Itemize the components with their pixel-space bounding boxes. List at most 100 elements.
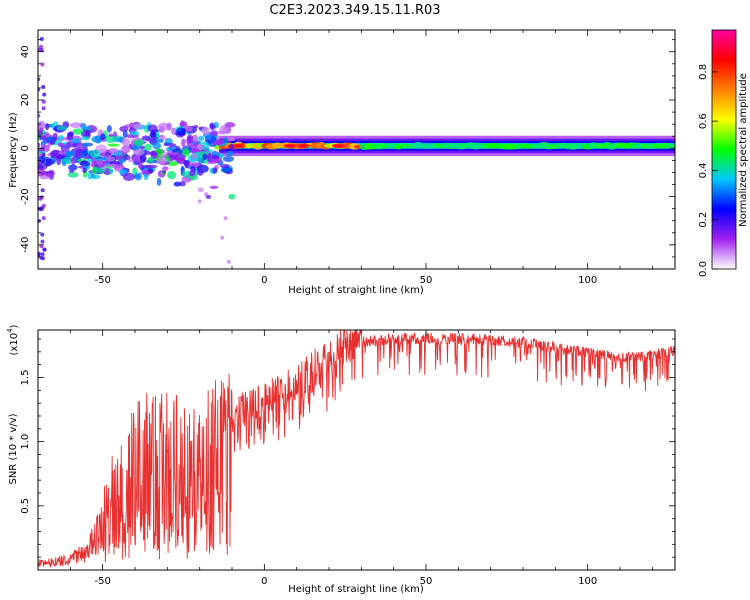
x-tick-label: 100 (578, 576, 597, 587)
figure-title: C2E3.2023.349.15.11.R03 (269, 3, 440, 18)
snr-multiplier-exp: 4 (6, 328, 14, 333)
spectral-blob (221, 166, 233, 174)
spectral-blob (45, 136, 55, 143)
spectral-blob (106, 156, 116, 162)
spectral-blob (72, 128, 84, 135)
x-tick-label: 50 (420, 576, 433, 587)
spectral-blob (93, 159, 106, 169)
spectral-blob (80, 160, 88, 164)
colorbar: 0.0 0.2 0.4 0.6 0.8 Normalized spectral ampl… (698, 29, 749, 277)
x-tick-label: 50 (420, 275, 433, 286)
spectral-blob (165, 147, 172, 152)
faint-blob (226, 259, 231, 264)
spectral-blob (44, 158, 53, 167)
spectral-blob (106, 163, 117, 168)
spectral-blob (189, 170, 196, 177)
colorbar-label: Normalized spectral amplitude (738, 73, 749, 227)
spectrogram-frame (37, 29, 676, 270)
spectral-blob (156, 177, 162, 186)
y-tick-label: 1.0 (20, 434, 31, 450)
spectral-blob (107, 143, 120, 147)
edge-blob (38, 196, 43, 201)
spectral-blob (108, 133, 114, 137)
spectral-blob (90, 174, 101, 180)
colorbar-ticks: 0.0 0.2 0.4 0.6 0.8 (698, 64, 718, 277)
spectral-blob (75, 149, 82, 158)
spectral-blob (108, 169, 114, 173)
spectral-blob (198, 135, 205, 142)
spectral-blob (121, 144, 131, 154)
spectral-blob (158, 122, 170, 131)
edge-blob (39, 136, 44, 141)
faint-blob (220, 235, 225, 240)
spectral-blob (156, 156, 167, 165)
spectral-blob (68, 164, 78, 171)
ridge-peak-core (234, 144, 243, 148)
spectral-blob (152, 142, 162, 150)
spectral-blob (67, 172, 79, 178)
ridge-peak-core (286, 144, 295, 148)
spectral-blob (91, 135, 102, 143)
colorbar-tick-label: 0.2 (698, 212, 709, 228)
spectral-blob (129, 130, 140, 136)
spectral-blob (195, 144, 204, 150)
y-tick-label: 20 (20, 94, 31, 107)
spectral-blob (147, 124, 158, 133)
faint-blob (204, 192, 209, 197)
spectral-blob (167, 160, 179, 167)
edge-blob (38, 44, 43, 49)
spectral-blob (225, 151, 234, 157)
spectral-blob (89, 149, 101, 159)
edge-blob (38, 77, 41, 82)
colorbar-bar (711, 29, 737, 270)
spectral-blob (113, 148, 118, 153)
spectral-blob (206, 149, 213, 153)
spectrogram-marks (38, 36, 675, 264)
spectral-blob (82, 167, 87, 173)
spectrogram-x-axis-label: Height of straight line (km) (288, 285, 424, 296)
colorbar-tick-label: 0.6 (698, 113, 709, 129)
spectral-blob (202, 153, 208, 160)
ridge-peak-core (299, 144, 308, 148)
spectral-blob (66, 133, 74, 141)
ridge-blob (663, 143, 675, 150)
colorbar-tick-label: 0.8 (698, 64, 709, 80)
spectral-blob (141, 135, 151, 141)
spectral-blob (179, 181, 186, 187)
spectral-blob (217, 130, 226, 135)
edge-blob (41, 84, 46, 89)
spectral-blob (121, 138, 131, 146)
spectral-blob (150, 151, 158, 159)
x-tick-label: -50 (94, 275, 110, 286)
spectral-blob (118, 169, 128, 175)
spectral-blob (191, 134, 199, 143)
y-tick-label: -20 (20, 188, 31, 204)
spectral-blob (104, 134, 117, 143)
edge-blob (40, 239, 45, 244)
spectral-blob (209, 123, 216, 131)
edge-blob (40, 62, 45, 67)
spectral-blob (132, 123, 143, 129)
spectral-blob (183, 159, 190, 167)
spectral-blob (80, 129, 91, 138)
snr-y-axis-label: SNR (10 * v/v) (8, 413, 19, 484)
snr-multiplier: (x104) (6, 324, 20, 355)
spectral-blob (49, 123, 55, 129)
spectral-blob (61, 156, 73, 163)
snr-multiplier-base: (x10 (9, 333, 20, 356)
snr-marks (38, 330, 675, 568)
spectral-blob (142, 171, 151, 175)
snr-x-axis-label: Height of straight line (km) (288, 584, 424, 595)
y-tick-label: -40 (20, 237, 31, 253)
spectral-blob (162, 170, 167, 174)
spectral-blob (173, 181, 182, 187)
snr-x-ticks: -50 0 50 100 (37, 330, 653, 587)
spectral-blob (139, 153, 147, 163)
edge-blob (39, 127, 44, 132)
spectral-blob (167, 170, 177, 180)
spectral-blob (81, 142, 94, 147)
spectral-blob (168, 154, 179, 159)
spectrogram-panel: -50 0 50 100 -40 -20 0 20 40 Height of straight… (8, 29, 676, 296)
x-tick-label: 100 (578, 275, 597, 286)
colorbar-tick-label: 0.4 (698, 162, 709, 178)
